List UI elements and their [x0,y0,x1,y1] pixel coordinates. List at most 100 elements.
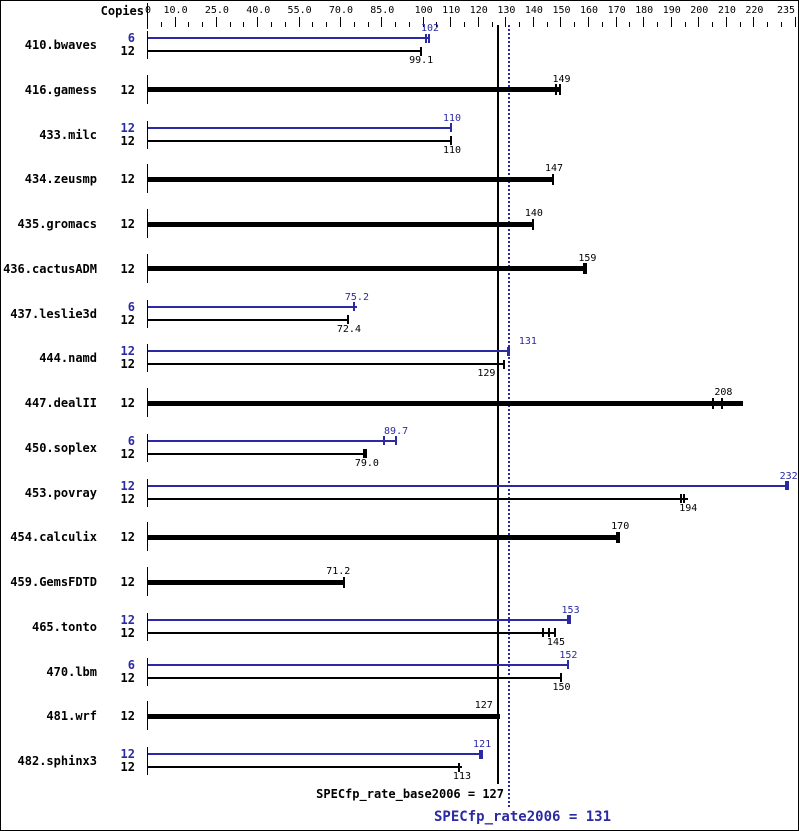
run-median-tick [618,531,621,543]
axis-minor-tick [243,22,245,27]
axis-minor-tick [712,22,714,27]
run-median-tick [450,136,453,145]
peak-rate-bar [148,126,453,129]
axis-tick-label: 130 [497,5,516,16]
axis-minor-tick [229,22,231,27]
base-rate-bar [148,713,500,719]
axis-major-tick [670,17,672,27]
base-rate-bar [148,579,345,585]
axis-minor-tick [629,22,631,27]
run-median-tick [554,628,557,638]
bar-value-label: 194 [679,502,698,514]
run-median-tick [711,397,714,409]
group-axis-line [147,612,148,641]
axis-minor-tick [284,22,286,27]
run-median-tick [542,628,544,638]
axis-minor-tick [271,22,273,27]
axis-tick-label: 0 [144,5,152,16]
axis-minor-tick [463,22,465,27]
run-median-tick [566,660,569,669]
copies-count: 12 [120,357,135,372]
group-axis-line [147,209,148,238]
axis-tick-label: 10.0 [163,5,188,16]
bar-value-label: 72.4 [336,323,361,335]
run-median-tick [394,436,397,446]
axis-major-tick [753,17,755,27]
copies-count: 6 [127,31,135,45]
run-median-tick [615,531,618,543]
group-axis-line [147,120,148,149]
axis-tick-label: 140 [524,5,543,16]
run-median-tick [479,749,482,759]
run-median-tick [353,302,356,311]
run-median-tick [480,749,483,759]
bar-value-label: 110 [443,144,462,156]
axis-minor-tick [395,22,397,27]
axis-major-tick [339,17,341,27]
run-median-tick [683,494,686,503]
group-axis-line [147,388,148,417]
axis-minor-tick [739,22,741,27]
axis-tick-label: 220 [745,5,764,16]
benchmark-name: 444.namd [39,351,97,366]
run-median-tick [568,615,571,625]
axis-tick-label: 70.0 [328,5,353,16]
base-rate-bar [148,87,562,93]
group-axis-line [147,747,148,775]
benchmark-name: 436.cactusADM [3,261,97,276]
axis-minor-tick [408,22,410,27]
base-rate-bar [148,400,744,406]
bar-value-label: 131 [518,336,537,348]
benchmark-name: 416.gamess [24,82,97,97]
copies-count: 12 [120,120,135,135]
run-median-tick [532,218,535,230]
run-median-tick [362,449,365,459]
axis-tick-label: 40.0 [246,5,271,16]
base-rate-bar [148,676,562,679]
axis-minor-tick [574,22,576,27]
bar-value-label: 129 [477,368,496,380]
axis-minor-tick [202,22,204,27]
copies-count: 6 [127,433,135,448]
bar-value-label: 79.0 [354,457,379,469]
axis-major-tick [215,17,217,27]
group-axis-line [147,253,148,283]
base-rate-bar [148,766,462,768]
copies-count: 12 [120,312,135,327]
base-summary-text: SPECfp_rate_base2006 = 127 [316,787,504,801]
group-axis-line [147,299,148,328]
bar-value-label: 147 [545,163,564,175]
group-axis-line [147,74,148,104]
bar-value-label: 71.2 [326,566,351,577]
bar-value-label: 232 [779,470,798,482]
axis-tick-label: 235 [776,5,796,16]
copies-count: 12 [120,217,135,231]
base-rate-bar [148,534,621,540]
axis-major-tick [588,17,590,27]
copies-count: 12 [120,625,135,640]
axis-minor-tick [601,22,603,27]
axis-minor-tick [684,22,686,27]
peak-rate-bar [148,439,397,442]
run-median-tick [428,33,431,43]
base-rate-bar [148,452,367,455]
copies-count: 12 [120,396,135,410]
bar-value-label: 110 [443,112,462,124]
run-median-tick [552,173,555,185]
benchmark-name: 450.soplex [24,440,97,455]
bar-value-label: 145 [546,636,565,648]
bar-value-label: 99.1 [409,55,434,66]
benchmark-name: 453.povray [24,485,97,500]
run-median-tick [420,46,423,56]
axis-major-tick [698,17,700,27]
bar-value-label: 89.7 [384,425,409,437]
axis-minor-tick [326,22,328,27]
run-median-tick [567,615,570,625]
axis-minor-tick [519,22,521,27]
benchmark-name: 434.zeusmp [24,172,97,187]
copies-count: 12 [120,747,135,761]
run-median-tick [585,263,588,275]
copies-count: 12 [120,709,135,724]
copies-count: 12 [120,172,135,187]
copies-count: 6 [127,657,135,672]
